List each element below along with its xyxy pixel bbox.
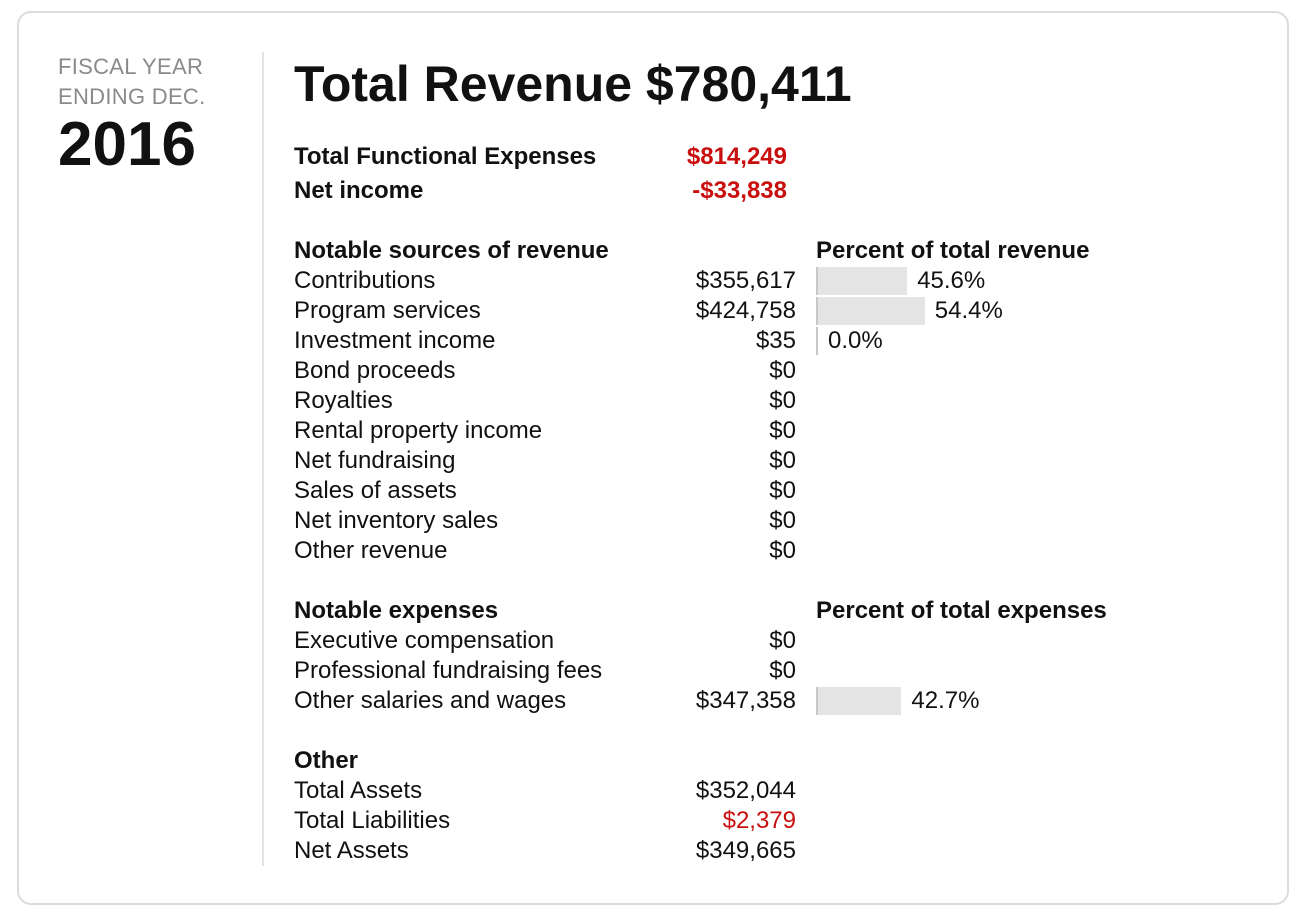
item-amount: $0 (769, 417, 796, 444)
item-label: Executive compensation (294, 627, 555, 654)
percent-label: 54.4% (934, 297, 1003, 324)
section-title: Notable sources of revenue (294, 237, 609, 264)
item-amount: $0 (769, 507, 796, 534)
item-amount: $0 (769, 357, 796, 384)
item-amount: $0 (769, 477, 796, 504)
list-item: Program services $424,758 54.4% (294, 296, 1003, 326)
filing-card (17, 11, 1289, 905)
list-item: Other revenue $0 (294, 536, 796, 566)
summary-label: Net income (294, 177, 424, 204)
list-item: Total Assets $352,044 (294, 776, 796, 806)
other-heading: Other (294, 746, 358, 776)
item-label: Net fundraising (294, 447, 456, 474)
percent-label: 45.6% (917, 267, 986, 294)
list-item: Investment income $35 0.0% (294, 326, 883, 356)
list-item: Rental property income $0 (294, 416, 796, 446)
item-amount: $0 (769, 387, 796, 414)
summary-label: Total Functional Expenses (294, 143, 597, 170)
percent-label: 0.0% (828, 327, 883, 354)
percent-bar (816, 267, 908, 295)
fiscal-year-label: FISCAL YEAR (58, 54, 204, 79)
summary-value: -$33,838 (692, 177, 787, 204)
list-item: Total Liabilities $2,379 (294, 806, 796, 836)
item-amount: $424,758 (695, 297, 796, 324)
item-amount: $0 (769, 627, 796, 654)
revenue-section: Notable sources of revenue Percent of to… (294, 236, 1089, 566)
list-item: Sales of assets $0 (294, 476, 796, 506)
expenses-heading: Notable expenses Percent of total expens… (294, 596, 1107, 626)
summary-value: $814,249 (686, 143, 787, 170)
expenses-list: Executive compensation $0 Professional fun… (294, 626, 979, 716)
item-label: Sales of assets (294, 477, 457, 504)
item-label: Other revenue (294, 537, 448, 564)
list-item: Contributions $355,617 45.6% (294, 266, 985, 296)
item-amount: $349,665 (695, 837, 796, 864)
item-label: Net inventory sales (294, 507, 499, 534)
revenue-list: Contributions $355,617 45.6% Program servic… (294, 266, 1003, 566)
total-revenue-title: Total Revenue $780,411 (294, 56, 852, 112)
item-label: Rental property income (294, 417, 543, 444)
fiscal-year-ending-label: ENDING DEC. (58, 84, 206, 109)
list-item: Net inventory sales $0 (294, 506, 796, 536)
item-amount: $0 (769, 537, 796, 564)
item-label: Bond proceeds (294, 357, 456, 384)
item-label: Royalties (294, 387, 393, 414)
item-amount: $0 (769, 657, 796, 684)
item-amount: $2,379 (722, 807, 796, 834)
item-amount: $35 (755, 327, 796, 354)
other-section: Other Total Assets $352,044 Total Liabilit… (294, 746, 796, 866)
list-item: Net Assets $349,665 (294, 836, 796, 866)
item-amount: $0 (769, 447, 796, 474)
percent-bar (816, 297, 925, 325)
expenses-section: Notable expenses Percent of total expens… (294, 596, 1107, 716)
item-label: Total Assets (294, 777, 423, 804)
item-amount: $352,044 (695, 777, 796, 804)
item-label: Contributions (294, 267, 436, 294)
total-functional-expenses: Total Functional Expenses $814,249 (294, 140, 787, 174)
list-item: Executive compensation $0 (294, 626, 796, 656)
item-amount: $347,358 (695, 687, 796, 714)
fiscal-year-block: FISCAL YEAR ENDING DEC. 2016 (58, 52, 248, 180)
section-title: Other (294, 747, 359, 774)
section-title: Notable expenses (294, 597, 499, 624)
percent-bar (816, 327, 818, 355)
vertical-divider (262, 52, 264, 866)
list-item: Professional fundraising fees $0 (294, 656, 796, 686)
item-label: Net Assets (294, 837, 409, 864)
list-item: Bond proceeds $0 (294, 356, 796, 386)
item-label: Professional fundraising fees (294, 657, 603, 684)
net-income: Net income -$33,838 (294, 174, 787, 208)
item-amount: $355,617 (695, 267, 796, 294)
percent-heading: Percent of total expenses (816, 597, 1107, 624)
fiscal-year: 2016 (58, 110, 196, 179)
item-label: Program services (294, 297, 481, 324)
list-item: Other salaries and wages $347,358 42.7% (294, 686, 979, 716)
percent-label: 42.7% (911, 687, 980, 714)
list-item: Net fundraising $0 (294, 446, 796, 476)
percent-heading: Percent of total revenue (816, 237, 1090, 264)
item-label: Investment income (294, 327, 496, 354)
list-item: Royalties $0 (294, 386, 796, 416)
percent-bar (816, 687, 902, 715)
item-label: Total Liabilities (294, 807, 451, 834)
item-label: Other salaries and wages (294, 687, 567, 714)
other-list: Total Assets $352,044 Total Liabilities $2,… (294, 776, 796, 866)
revenue-heading: Notable sources of revenue Percent of to… (294, 236, 1089, 266)
